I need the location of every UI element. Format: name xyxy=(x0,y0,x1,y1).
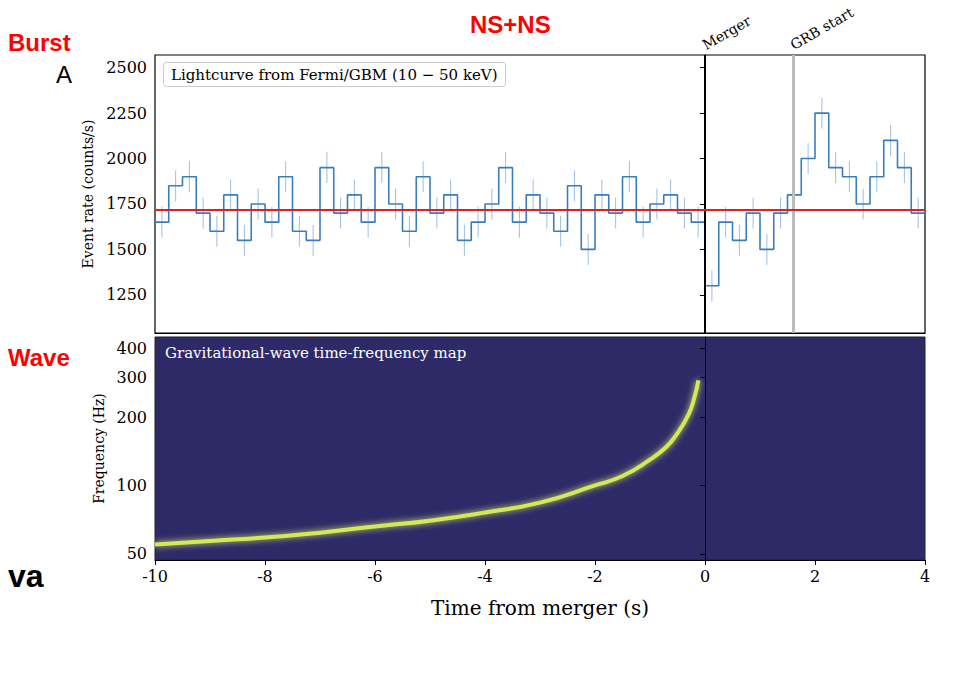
svg-text:NS+NS: NS+NS xyxy=(470,11,551,38)
svg-text:200: 200 xyxy=(116,408,147,427)
svg-text:0: 0 xyxy=(700,567,710,586)
svg-text:Event rate (counts/s): Event rate (counts/s) xyxy=(80,120,96,269)
svg-text:-2: -2 xyxy=(587,567,603,586)
svg-text:Lightcurve from Fermi/GBM (10: Lightcurve from Fermi/GBM (10 − 50 keV) xyxy=(171,66,498,84)
svg-text:1500: 1500 xyxy=(106,240,147,259)
svg-text:100: 100 xyxy=(116,476,147,495)
svg-text:1250: 1250 xyxy=(106,285,147,304)
svg-text:Wave: Wave xyxy=(8,344,70,371)
svg-text:-10: -10 xyxy=(142,567,168,586)
svg-text:2: 2 xyxy=(810,567,820,586)
svg-text:Gravitational-wave time-freque: Gravitational-wave time-frequency map xyxy=(165,344,466,362)
svg-text:Time from merger (s): Time from merger (s) xyxy=(431,596,649,620)
svg-text:2250: 2250 xyxy=(106,104,147,123)
svg-text:2000: 2000 xyxy=(106,149,147,168)
svg-text:Frequency (Hz): Frequency (Hz) xyxy=(91,393,107,504)
svg-text:2500: 2500 xyxy=(106,58,147,77)
svg-text:-4: -4 xyxy=(477,567,493,586)
svg-text:50: 50 xyxy=(127,544,147,563)
svg-text:Burst: Burst xyxy=(8,29,71,56)
svg-text:4: 4 xyxy=(920,567,930,586)
svg-text:-8: -8 xyxy=(257,567,273,586)
svg-text:va: va xyxy=(8,558,44,594)
svg-text:400: 400 xyxy=(116,339,147,358)
svg-text:A: A xyxy=(56,61,72,88)
svg-text:GRB start: GRB start xyxy=(787,4,856,53)
svg-text:300: 300 xyxy=(116,368,147,387)
svg-text:Merger: Merger xyxy=(699,12,753,53)
svg-text:1750: 1750 xyxy=(106,194,147,213)
svg-text:-6: -6 xyxy=(367,567,383,586)
